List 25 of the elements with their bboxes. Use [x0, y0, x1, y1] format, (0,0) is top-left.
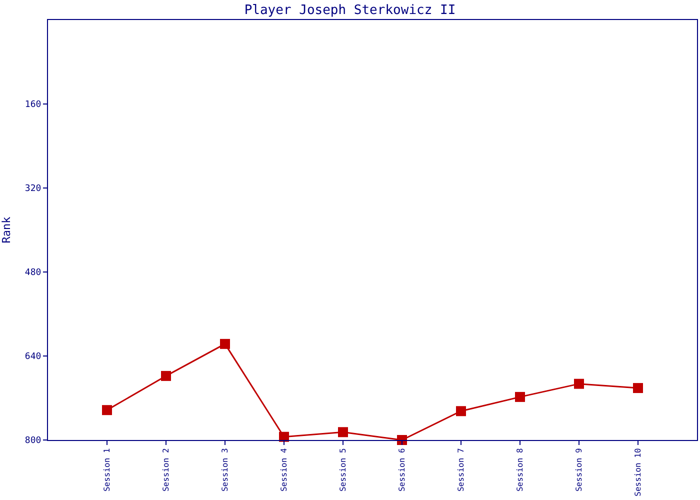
x-tick-label: Session 9 [574, 448, 584, 492]
y-tick-label: 160 [24, 100, 42, 110]
chart-title: Player Joseph Sterkowicz II [244, 3, 456, 18]
point [102, 405, 112, 416]
point [220, 338, 230, 349]
x-tick-label: Session 7 [456, 448, 466, 492]
point [456, 406, 466, 416]
y-tick-label: 480 [24, 268, 42, 278]
point [515, 392, 525, 402]
y-tick-label: 800 [24, 436, 42, 446]
x-tick-label: Session 8 [516, 448, 525, 492]
x-tick-label: Session 4 [280, 448, 289, 492]
y-tick-label: 640 [24, 352, 42, 362]
x-tick-label: Session 5 [338, 448, 348, 492]
point [574, 378, 584, 389]
point [161, 370, 171, 381]
x-tick-label: Session 3 [220, 448, 230, 492]
y-axis-title: Rank [0, 216, 13, 244]
x-tick-label: Session 1 [102, 448, 112, 492]
y-tick-label: 320 [24, 184, 42, 194]
x-tick-label: Session 2 [162, 448, 171, 492]
x-tick-label: Session 10 [634, 448, 643, 496]
point [633, 383, 643, 394]
x-tick-label: Session 6 [398, 448, 407, 492]
point [338, 427, 348, 438]
